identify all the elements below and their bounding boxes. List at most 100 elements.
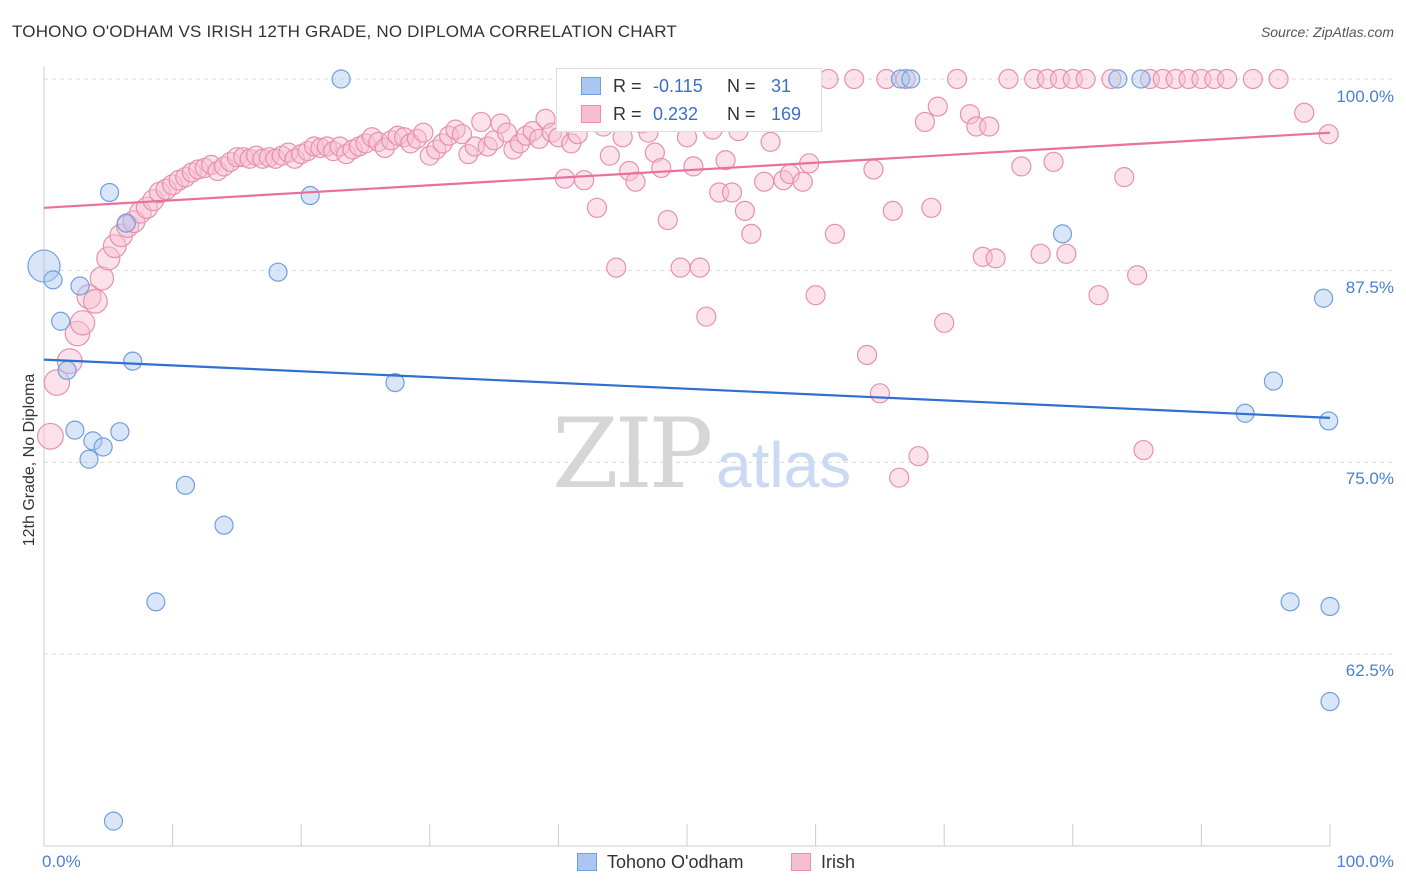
irish-points <box>36 68 1339 488</box>
irish-point <box>1217 68 1238 90</box>
irish-point <box>1075 68 1096 90</box>
tohono-point <box>1320 691 1340 712</box>
tohono-point <box>57 360 77 380</box>
tohono-trend-line <box>43 358 1331 419</box>
irish-point <box>824 223 845 244</box>
irish-point <box>426 139 447 160</box>
irish-trend-line <box>43 131 1331 209</box>
y-tick-label: 62.5% <box>1345 661 1394 680</box>
y-tick-label: 75.0% <box>1345 469 1394 488</box>
irish-point <box>1114 167 1135 188</box>
tohono-point <box>1263 371 1284 391</box>
tohono-point <box>65 420 85 440</box>
tohono-point <box>79 449 99 469</box>
irish-point <box>882 200 903 221</box>
irish-point <box>1242 68 1263 90</box>
legend-label: Tohono O'odham <box>607 852 744 872</box>
irish-point <box>998 68 1019 90</box>
tohono-point <box>123 351 143 371</box>
tohono-points <box>27 69 1340 831</box>
irish-point <box>972 246 993 267</box>
r-label: R = <box>613 76 642 96</box>
irish-point <box>1294 102 1315 123</box>
irish-legend-swatch <box>791 853 811 871</box>
irish-point <box>805 285 826 306</box>
irish-point <box>651 157 672 179</box>
irish-point <box>715 150 736 171</box>
irish-point <box>89 266 115 291</box>
irish-point <box>43 369 71 396</box>
watermark-atlas: atlas <box>716 429 852 501</box>
irish-point <box>477 136 498 157</box>
axes <box>43 66 1331 847</box>
irish-point <box>1030 243 1051 264</box>
source-label: Source: ZipAtlas.com <box>1260 24 1394 40</box>
irish-point <box>451 124 473 145</box>
tohono-point <box>1052 224 1073 244</box>
x-tick-label: 100.0% <box>1336 852 1394 871</box>
irish-point <box>1133 439 1154 461</box>
irish-point <box>406 128 428 149</box>
legend-item-tohono: Tohono O'odham <box>577 852 744 873</box>
irish-point <box>503 139 524 160</box>
tohono-point <box>1313 288 1334 308</box>
irish-point <box>625 171 646 192</box>
chart-title: TOHONO O'ODHAM VS IRISH 12TH GRADE, NO D… <box>12 22 677 41</box>
irish-point <box>438 125 460 146</box>
r-label: R = <box>613 104 642 124</box>
tohono-point <box>1108 69 1128 89</box>
x-tick-label: 0.0% <box>42 852 81 871</box>
irish-point <box>844 68 865 90</box>
irish-point <box>959 104 981 125</box>
irish-point <box>1088 285 1109 306</box>
irish-swatch <box>581 105 601 123</box>
y-tick-label: 100.0% <box>1336 87 1394 106</box>
tohono-point <box>110 422 130 442</box>
irish-point <box>1056 243 1077 264</box>
irish-point <box>413 122 434 143</box>
irish-point <box>792 171 813 192</box>
irish-point <box>895 68 916 90</box>
irish-point <box>355 133 376 154</box>
irish-point <box>721 182 743 203</box>
irish-point <box>921 197 942 218</box>
watermark-zip: ZIP <box>552 398 713 510</box>
irish-point <box>368 131 389 152</box>
tohono-point <box>1319 411 1339 431</box>
n-label: N = <box>727 76 756 96</box>
tohono-point <box>43 270 63 290</box>
irish-point <box>419 145 440 166</box>
tohono-point <box>103 811 124 831</box>
tohono-point <box>175 475 196 495</box>
tohono-point <box>385 373 405 393</box>
irish-point <box>760 131 781 152</box>
tohono-point <box>146 592 166 612</box>
irish-point <box>985 248 1006 269</box>
tohono-point <box>51 311 71 331</box>
irish-point <box>1268 68 1289 90</box>
irish-point <box>1043 151 1064 172</box>
irish-point <box>36 422 64 450</box>
legend-row-irish: R = 0.232 N = 169 <box>557 102 821 128</box>
r-value: 0.232 <box>653 104 699 124</box>
irish-point <box>471 111 492 133</box>
irish-point <box>1101 68 1122 90</box>
irish-point <box>1126 265 1148 286</box>
irish-point <box>574 170 595 191</box>
tohono-point <box>1131 69 1151 89</box>
irish-point <box>979 116 1000 137</box>
irish-point <box>869 383 891 404</box>
irish-point <box>69 310 96 336</box>
tohono-point <box>268 262 288 282</box>
n-value: 169 <box>771 104 802 124</box>
irish-point <box>734 200 755 221</box>
correlation-legend: R = -0.115 N = 31 R = 0.232 N = 169 <box>556 68 822 132</box>
n-value: 31 <box>771 76 792 96</box>
tohono-point <box>331 69 351 89</box>
irish-point <box>1011 156 1032 177</box>
irish-point <box>586 197 608 218</box>
tohono-point <box>1280 592 1300 612</box>
irish-point <box>696 306 717 327</box>
irish-point <box>946 68 968 90</box>
